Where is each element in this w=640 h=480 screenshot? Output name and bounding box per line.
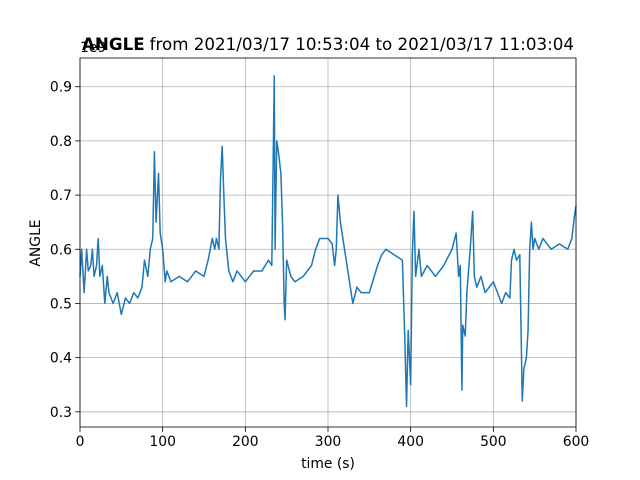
y-tick-label: 0.4: [50, 351, 72, 367]
y-axis-label: ANGLE: [28, 219, 44, 266]
y-tick-label: 0.3: [50, 405, 72, 421]
x-tick-label: 600: [563, 434, 590, 450]
y-tick-label: 0.8: [50, 134, 72, 150]
y-tick-label: 0.7: [50, 188, 72, 204]
y-tick-label: 0.9: [50, 80, 72, 96]
x-tick-label: 200: [232, 434, 259, 450]
y-offset-label: 1e9: [80, 40, 106, 56]
y-tick-label: 0.6: [50, 242, 72, 258]
chart-title-bold: ANGLE: [82, 34, 145, 54]
x-tick-label: 0: [76, 434, 85, 450]
y-tick-label: 0.5: [50, 296, 72, 312]
chart-title-rest: from 2021/03/17 10:53:04 to 2021/03/17 1…: [150, 34, 574, 54]
x-tick-label: 500: [480, 434, 507, 450]
x-axis-label: time (s): [301, 456, 355, 472]
data-line: [79, 75, 577, 408]
x-tick-label: 300: [315, 434, 342, 450]
chart-title: ANGLE from 2021/03/17 10:53:04 to 2021/03…: [82, 34, 574, 54]
plot-frame: [79, 57, 577, 428]
x-tick-label: 100: [149, 434, 176, 450]
x-tick-label: 400: [397, 434, 424, 450]
